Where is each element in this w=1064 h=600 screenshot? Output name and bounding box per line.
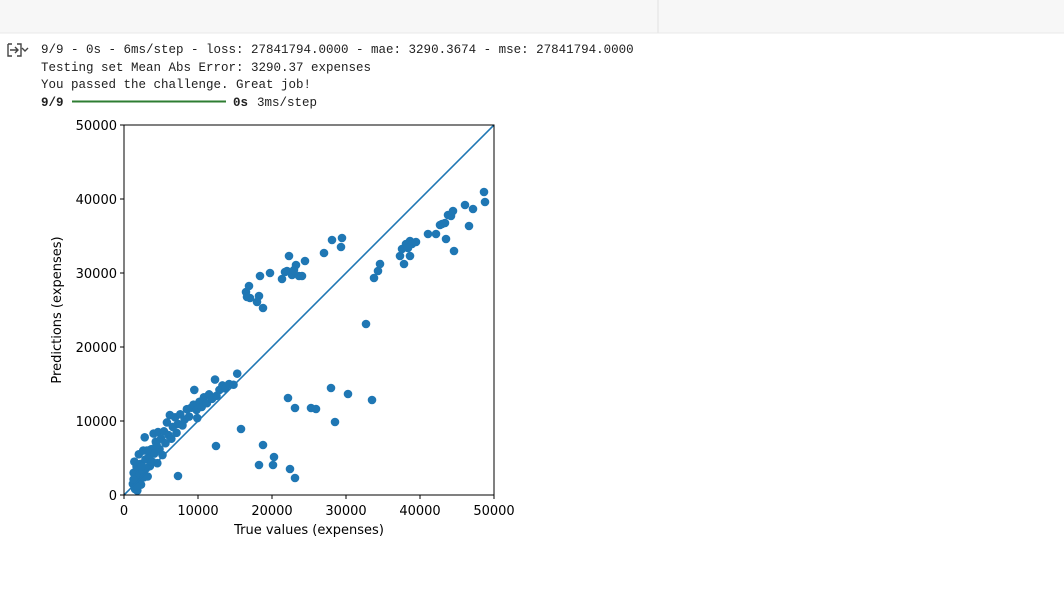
y-tick-label: 20000 bbox=[76, 341, 117, 356]
point bbox=[236, 424, 246, 434]
x-tick-label: 40000 bbox=[399, 504, 440, 519]
point bbox=[129, 475, 138, 484]
point bbox=[337, 233, 347, 243]
point bbox=[242, 292, 252, 302]
x-tick-label: 20000 bbox=[251, 504, 292, 519]
point bbox=[140, 432, 150, 442]
point bbox=[142, 446, 152, 455]
point bbox=[289, 265, 299, 275]
log-line: 9/9 - 0s - 6ms/step - loss: 27841794.000… bbox=[41, 43, 634, 57]
point bbox=[431, 229, 441, 239]
x-tick-label: 30000 bbox=[325, 504, 366, 519]
point bbox=[232, 369, 242, 378]
point bbox=[265, 268, 275, 278]
point bbox=[184, 412, 194, 421]
point bbox=[285, 464, 295, 474]
point bbox=[161, 438, 170, 448]
point bbox=[167, 434, 176, 444]
point bbox=[468, 204, 478, 214]
progress-time: 0s bbox=[233, 96, 248, 110]
point bbox=[211, 441, 221, 451]
point bbox=[172, 428, 181, 438]
point bbox=[330, 417, 340, 427]
point bbox=[480, 197, 490, 207]
point bbox=[479, 187, 489, 197]
point bbox=[269, 452, 279, 462]
point bbox=[405, 251, 415, 261]
y-tick-label: 30000 bbox=[76, 267, 117, 282]
progress-rate: 3ms/step bbox=[257, 96, 317, 110]
log-line: You passed the challenge. Great job! bbox=[41, 78, 311, 92]
point bbox=[297, 271, 307, 281]
point bbox=[280, 267, 290, 277]
point bbox=[327, 235, 337, 245]
reference-line bbox=[123, 124, 495, 496]
progress-count: 9/9 bbox=[41, 96, 64, 110]
point bbox=[343, 389, 353, 399]
point bbox=[137, 461, 147, 471]
point bbox=[190, 385, 199, 395]
point bbox=[258, 440, 268, 450]
y-tick-label: 10000 bbox=[76, 415, 117, 430]
point bbox=[268, 460, 278, 470]
point bbox=[284, 251, 294, 261]
point bbox=[162, 418, 172, 427]
output-icon[interactable] bbox=[7, 43, 29, 57]
x-axis-label: True values (expenses) bbox=[233, 523, 384, 538]
point bbox=[173, 471, 183, 481]
point bbox=[254, 460, 264, 470]
point bbox=[244, 281, 254, 291]
y-axis-label: Predictions (expenses) bbox=[50, 236, 65, 383]
point bbox=[258, 303, 268, 313]
point bbox=[336, 242, 346, 252]
x-tick-label: 50000 bbox=[473, 504, 514, 519]
previous-cell bbox=[0, 0, 1064, 33]
point bbox=[369, 273, 379, 283]
point bbox=[367, 395, 377, 405]
plot-frame bbox=[123, 124, 495, 496]
point bbox=[423, 229, 433, 239]
point bbox=[449, 246, 459, 256]
y-tick-label: 50000 bbox=[76, 119, 117, 134]
point bbox=[403, 243, 413, 253]
point bbox=[441, 234, 451, 244]
x-tick-label: 10000 bbox=[177, 504, 218, 519]
point bbox=[283, 393, 293, 403]
point bbox=[153, 458, 162, 468]
point bbox=[399, 259, 409, 269]
point bbox=[152, 440, 161, 449]
y-tick-label: 40000 bbox=[76, 193, 117, 208]
point bbox=[290, 473, 300, 483]
point bbox=[411, 237, 421, 247]
point bbox=[395, 251, 405, 261]
point bbox=[158, 450, 167, 460]
point bbox=[373, 266, 383, 276]
y-tick-label: 0 bbox=[109, 489, 117, 504]
point bbox=[319, 248, 329, 258]
point bbox=[277, 274, 287, 284]
point bbox=[440, 218, 450, 228]
point bbox=[252, 297, 262, 307]
point bbox=[290, 403, 300, 413]
point bbox=[448, 206, 458, 216]
point bbox=[464, 221, 474, 231]
point bbox=[210, 375, 220, 384]
point bbox=[300, 256, 310, 266]
point bbox=[361, 319, 371, 329]
point bbox=[255, 271, 265, 281]
point bbox=[311, 404, 321, 414]
x-tick-label: 0 bbox=[120, 504, 128, 519]
point bbox=[326, 383, 336, 393]
log-line: Testing set Mean Abs Error: 3290.37 expe… bbox=[41, 61, 371, 75]
point bbox=[460, 200, 470, 210]
point bbox=[375, 259, 385, 269]
